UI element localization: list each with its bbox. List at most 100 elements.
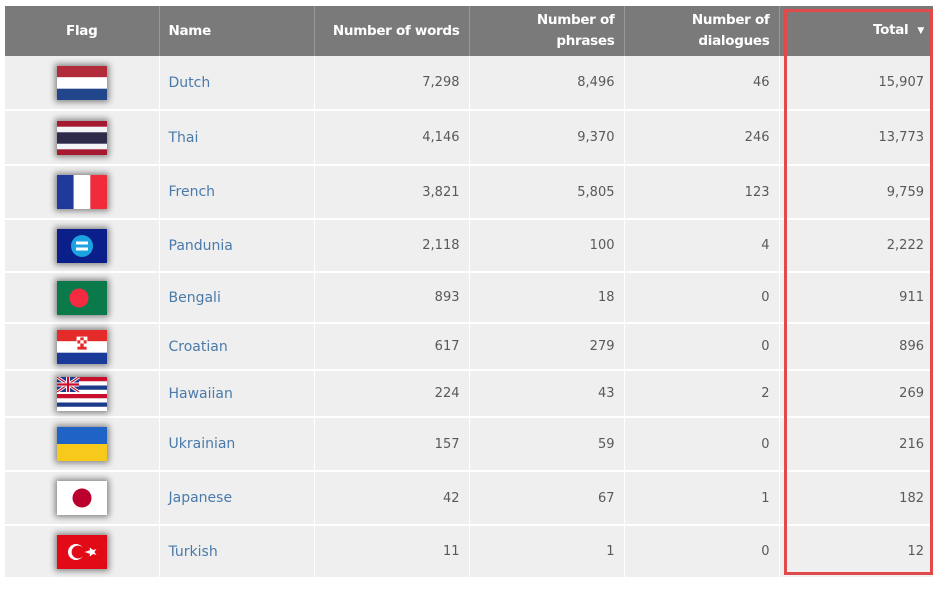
table-row: French 3,821 5,805 123 9,759: [5, 165, 933, 220]
flag-icon: [56, 481, 107, 515]
table-row: Ukrainian 157 59 0 216: [5, 417, 933, 472]
phrases-cell: 67: [469, 471, 625, 526]
column-header-phrases-label: Number of phrases: [536, 12, 615, 49]
table-row: Turkish 11 1 0 12: [5, 525, 933, 579]
dialogues-cell: 0: [624, 272, 780, 324]
language-link[interactable]: Bengali: [168, 289, 221, 306]
table-row: Dutch 7,298 8,496 46 15,907: [5, 56, 933, 111]
words-cell: 893: [314, 272, 470, 324]
phrases-cell: 59: [469, 417, 625, 472]
dialogues-cell: 0: [624, 417, 780, 472]
words-cell: 7,298: [314, 56, 470, 111]
language-link[interactable]: Japanese: [168, 490, 233, 506]
column-header-words-label: Number of words: [332, 22, 460, 39]
flag-cell: [5, 165, 160, 220]
flag-cell: [5, 219, 160, 273]
phrases-cell: 9,370: [469, 110, 625, 166]
phrases-cell: 43: [469, 370, 625, 418]
table-row: Japanese 42 67 1 182: [5, 471, 933, 526]
dialogues-cell: 46: [624, 56, 780, 111]
total-cell: 2,222: [779, 219, 933, 273]
name-cell: Turkish: [159, 525, 315, 579]
column-header-name[interactable]: Name: [159, 6, 315, 56]
language-link[interactable]: Thai: [168, 129, 199, 146]
flag-icon: [56, 376, 107, 411]
column-header-flag[interactable]: Flag: [5, 6, 160, 56]
flag-cell: [5, 110, 160, 166]
flag-cell: [5, 323, 160, 371]
flag-cell: [5, 471, 160, 526]
phrases-cell: 1: [469, 525, 625, 579]
column-header-phrases[interactable]: Number of phrases: [469, 6, 625, 56]
total-cell: 12: [779, 525, 933, 579]
dialogues-cell: 4: [624, 219, 780, 273]
total-cell: 896: [779, 323, 933, 371]
total-cell: 911: [779, 272, 933, 324]
words-cell: 42: [314, 471, 470, 526]
name-cell: Japanese: [159, 471, 315, 526]
name-cell: Bengali: [159, 272, 315, 324]
language-link[interactable]: Croatian: [168, 338, 228, 355]
language-link[interactable]: Turkish: [168, 543, 218, 560]
words-cell: 157: [314, 417, 470, 472]
words-cell: 4,146: [314, 110, 470, 166]
name-cell: French: [159, 165, 315, 220]
language-stats-table-container: Flag Name Number of words Number of phra…: [5, 6, 933, 579]
column-header-name-label: Name: [168, 22, 212, 39]
sort-descending-icon: ▼: [917, 25, 924, 36]
flag-icon: [56, 280, 107, 315]
table-row: Croatian 617 279 0 896: [5, 323, 933, 371]
words-cell: 224: [314, 370, 470, 418]
column-header-flag-label: Flag: [66, 22, 98, 39]
table-header-row: Flag Name Number of words Number of phra…: [5, 6, 933, 56]
language-stats-table: Flag Name Number of words Number of phra…: [5, 6, 933, 579]
flag-icon: [56, 329, 107, 364]
total-cell: 216: [779, 417, 933, 472]
dialogues-cell: 123: [624, 165, 780, 220]
column-header-dialogues[interactable]: Number of dialogues: [624, 6, 780, 56]
dialogues-cell: 1: [624, 471, 780, 526]
dialogues-cell: 0: [624, 323, 780, 371]
words-cell: 3,821: [314, 165, 470, 220]
total-cell: 182: [779, 471, 933, 526]
words-cell: 617: [314, 323, 470, 371]
table-row: Bengali 893 18 0 911: [5, 272, 933, 324]
name-cell: Hawaiian: [159, 370, 315, 418]
column-header-words[interactable]: Number of words: [314, 6, 470, 56]
table-row: Thai 4,146 9,370 246 13,773: [5, 110, 933, 166]
language-link[interactable]: Hawaiian: [168, 385, 233, 402]
name-cell: Ukrainian: [159, 417, 315, 472]
table-row: Pandunia 2,118 100 4 2,222: [5, 219, 933, 273]
flag-cell: [5, 370, 160, 418]
phrases-cell: 5,805: [469, 165, 625, 220]
language-link[interactable]: Ukrainian: [168, 436, 236, 452]
phrases-cell: 8,496: [469, 56, 625, 111]
flag-icon: [56, 175, 107, 209]
dialogues-cell: 246: [624, 110, 780, 166]
dialogues-cell: 2: [624, 370, 780, 418]
flag-cell: [5, 272, 160, 324]
name-cell: Croatian: [159, 323, 315, 371]
flag-icon: [56, 534, 107, 569]
words-cell: 11: [314, 525, 470, 579]
language-link[interactable]: Pandunia: [168, 237, 233, 254]
flag-cell: [5, 417, 160, 472]
column-header-dialogues-label-line2: dialogues: [698, 33, 770, 49]
flag-cell: [5, 525, 160, 579]
name-cell: Dutch: [159, 56, 315, 111]
dialogues-cell: 0: [624, 525, 780, 579]
phrases-cell: 100: [469, 219, 625, 273]
language-link[interactable]: French: [168, 184, 216, 200]
words-cell: 2,118: [314, 219, 470, 273]
column-header-total[interactable]: Total ▼: [779, 6, 933, 56]
total-cell: 15,907: [779, 56, 933, 111]
flag-icon: [56, 65, 107, 100]
table-body: Dutch 7,298 8,496 46 15,907 Thai 4,146 9,370 246…: [5, 56, 933, 579]
total-cell: 9,759: [779, 165, 933, 220]
flag-icon: [56, 120, 107, 155]
flag-icon: [56, 427, 107, 461]
column-header-total-label: Total: [872, 21, 909, 38]
flag-cell: [5, 56, 160, 111]
total-cell: 269: [779, 370, 933, 418]
language-link[interactable]: Dutch: [168, 74, 211, 91]
